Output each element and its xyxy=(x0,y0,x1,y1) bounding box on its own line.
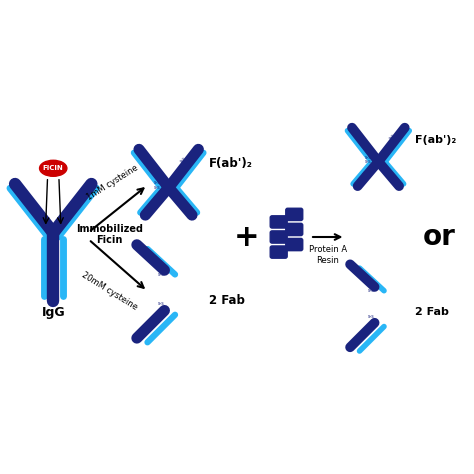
Text: 2 Fab: 2 Fab xyxy=(415,308,449,318)
Text: s-s: s-s xyxy=(26,198,34,206)
Text: s-s: s-s xyxy=(148,198,157,206)
Text: 20mM cysteine: 20mM cysteine xyxy=(80,270,139,311)
Text: 1mM cysteine: 1mM cysteine xyxy=(85,163,139,201)
Text: s-s: s-s xyxy=(365,159,371,164)
Text: s-s: s-s xyxy=(154,180,160,185)
Text: F(ab')₂: F(ab')₂ xyxy=(209,157,253,171)
Text: s-s: s-s xyxy=(47,226,55,231)
Text: IgG: IgG xyxy=(41,306,65,319)
Text: s-s: s-s xyxy=(47,231,55,237)
Text: s-s: s-s xyxy=(360,170,368,178)
Text: s-s: s-s xyxy=(158,301,164,306)
Text: 2 Fab: 2 Fab xyxy=(209,294,245,307)
Text: s-s: s-s xyxy=(368,288,375,293)
Text: s-s: s-s xyxy=(368,314,375,319)
Text: s-s: s-s xyxy=(158,272,164,277)
Text: +: + xyxy=(234,222,259,252)
FancyBboxPatch shape xyxy=(270,216,287,228)
Text: s-s: s-s xyxy=(179,155,188,164)
Text: Protein A
Resin: Protein A Resin xyxy=(309,246,347,265)
Text: s-s: s-s xyxy=(154,185,160,190)
FancyBboxPatch shape xyxy=(286,238,303,251)
Text: s-s: s-s xyxy=(69,198,78,206)
FancyBboxPatch shape xyxy=(270,246,287,258)
FancyBboxPatch shape xyxy=(270,231,287,243)
Text: s-s: s-s xyxy=(388,132,396,141)
FancyBboxPatch shape xyxy=(286,208,303,220)
Text: or: or xyxy=(423,223,456,251)
Text: FICIN: FICIN xyxy=(43,165,64,171)
Ellipse shape xyxy=(39,160,67,176)
FancyBboxPatch shape xyxy=(286,223,303,236)
Text: Immobilized
Ficin: Immobilized Ficin xyxy=(76,224,143,246)
Text: s-s: s-s xyxy=(365,155,371,160)
Text: F(ab')₂: F(ab')₂ xyxy=(415,136,456,146)
